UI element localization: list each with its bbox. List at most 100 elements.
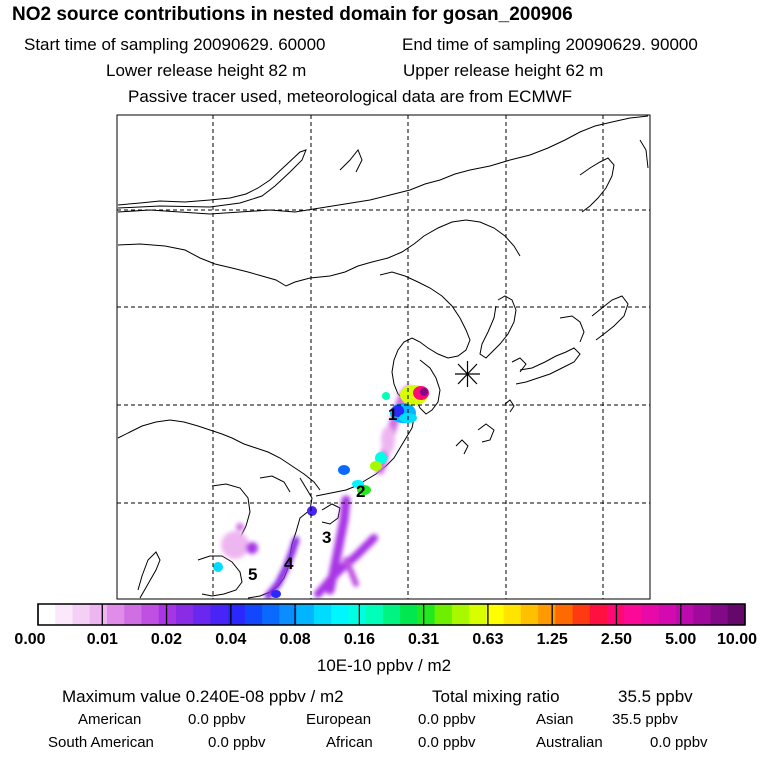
american-value: 0.0 ppbv [188, 711, 246, 728]
colorbar-unit-label: 10E-10 ppbv / m2 [317, 656, 451, 675]
colorbar-cell [710, 604, 729, 625]
colorbar-cell [141, 604, 160, 625]
plume-patch-5 [221, 531, 249, 559]
colorbar-cell [158, 604, 177, 625]
colorbar-cell [365, 604, 384, 625]
colorbar-cell [124, 604, 142, 625]
colorbar-cell [279, 604, 298, 625]
colorbar-cell [572, 604, 591, 625]
plume-band-3c [343, 557, 359, 587]
region-label-1: 1 [388, 405, 397, 424]
colorbar-cell [400, 604, 418, 625]
plume-spot-j [271, 590, 281, 598]
receptor-star-icon [455, 361, 480, 387]
colorbar-cell [331, 604, 349, 625]
colorbar-cell [624, 604, 642, 625]
south-american-value: 0.0 ppbv [208, 734, 266, 751]
colorbar-cell [434, 604, 453, 625]
colorbar-tick-label: 0.16 [344, 631, 375, 648]
african-value: 0.0 ppbv [418, 734, 476, 751]
colorbar-cell [417, 604, 436, 625]
asian-label: Asian [536, 711, 574, 728]
australian-label: Australian [536, 734, 603, 751]
colorbar-cell [486, 604, 504, 625]
colorbar-cell [348, 604, 367, 625]
colorbar-cell [503, 604, 522, 625]
colorbar-cell [55, 604, 73, 625]
colorbar-cell [175, 604, 194, 625]
colorbar-tick-labels: 0.00 0.01 0.02 0.04 0.08 0.16 0.31 0.63 1.25 2.50… [14, 631, 757, 648]
region-label-5: 5 [248, 565, 257, 584]
colorbar-cell [520, 604, 539, 625]
plume-spot-h [307, 506, 317, 516]
map-panel: 1 2 3 4 5 [117, 115, 650, 599]
colorbar-tick-label: 0.02 [151, 631, 182, 648]
colorbar-cell [38, 604, 56, 625]
colorbar-cell [658, 604, 677, 625]
colorbar-cell [210, 604, 229, 625]
colorbar-tick-label: 0.00 [14, 631, 45, 648]
colorbar-cell [589, 604, 608, 625]
plume-band-3b [314, 534, 378, 598]
australian-value: 0.0 ppbv [650, 734, 708, 751]
region-label-4: 4 [284, 554, 294, 573]
plume-spot-e [338, 465, 350, 475]
colorbar-cell [538, 604, 556, 625]
total-mixing-ratio-value: 35.5 ppbv [618, 687, 693, 706]
colorbar-cell [262, 604, 280, 625]
colorbar-cell [451, 604, 470, 625]
colorbar-cell [72, 604, 91, 625]
colorbar-frame [37, 603, 746, 626]
colorbar-tick-label: 0.04 [215, 631, 246, 648]
colorbar-cell [244, 604, 263, 625]
colorbar-cell [106, 604, 125, 625]
plume-core-1-inner [392, 405, 404, 417]
plume-patch-5-north [236, 523, 244, 531]
lower-release-label: Lower release height 82 m [106, 61, 307, 80]
asian-value: 35.5 ppbv [612, 711, 678, 728]
south-american-label: South American [48, 734, 154, 751]
region-label-2: 2 [356, 482, 365, 501]
plume-spot-g [357, 485, 371, 495]
american-label: American [78, 711, 142, 728]
plume-core-peak-max [420, 388, 428, 396]
start-time-label: Start time of sampling 20090629. 60000 [24, 35, 326, 54]
colorbar-cell [193, 604, 211, 625]
colorbar-cell [296, 604, 315, 625]
colorbar-cell [89, 604, 108, 625]
plume-spot-a [382, 392, 390, 400]
colorbar-tick-label: 2.50 [601, 631, 632, 648]
chart-title: NO2 source contributions in nested domai… [12, 4, 573, 25]
upper-release-label: Upper release height 62 m [403, 61, 604, 80]
tracer-info-label: Passive tracer used, meteorological data… [128, 87, 573, 106]
coastlines [117, 115, 649, 599]
plume-spot-d [370, 461, 382, 471]
region-label-3: 3 [322, 528, 331, 547]
colorbar-tick-label: 10.00 [717, 631, 757, 648]
maximum-value-label: Maximum value 0.240E-08 ppbv / m2 [62, 687, 344, 706]
colorbar-tick-label: 5.00 [665, 631, 696, 648]
colorbar-cell [382, 604, 401, 625]
map-frame [116, 114, 651, 600]
plume-layer [213, 385, 429, 599]
colorbar-cell [313, 604, 332, 625]
colorbar-tick-label: 0.01 [87, 631, 118, 648]
colorbar-tick-label: 1.25 [537, 631, 568, 648]
colorbar-cell [676, 604, 694, 625]
end-time-label: End time of sampling 20090629. 90000 [402, 35, 698, 54]
colorbar-cell [227, 604, 246, 625]
african-label: African [326, 734, 373, 751]
colorbar-tick-label: 0.08 [280, 631, 311, 648]
plume-patch-1-halo [381, 426, 395, 454]
graticule [117, 115, 650, 599]
colorbar-cell [469, 604, 487, 625]
colorbar-cell [693, 604, 711, 625]
plume-patch-5-core [246, 542, 258, 554]
colorbar [37, 603, 746, 626]
total-mixing-ratio-label: Total mixing ratio [432, 687, 560, 706]
european-label: European [306, 711, 372, 728]
colorbar-tick-label: 0.63 [472, 631, 503, 648]
european-value: 0.0 ppbv [418, 711, 476, 728]
plume-spot-c [375, 452, 387, 464]
